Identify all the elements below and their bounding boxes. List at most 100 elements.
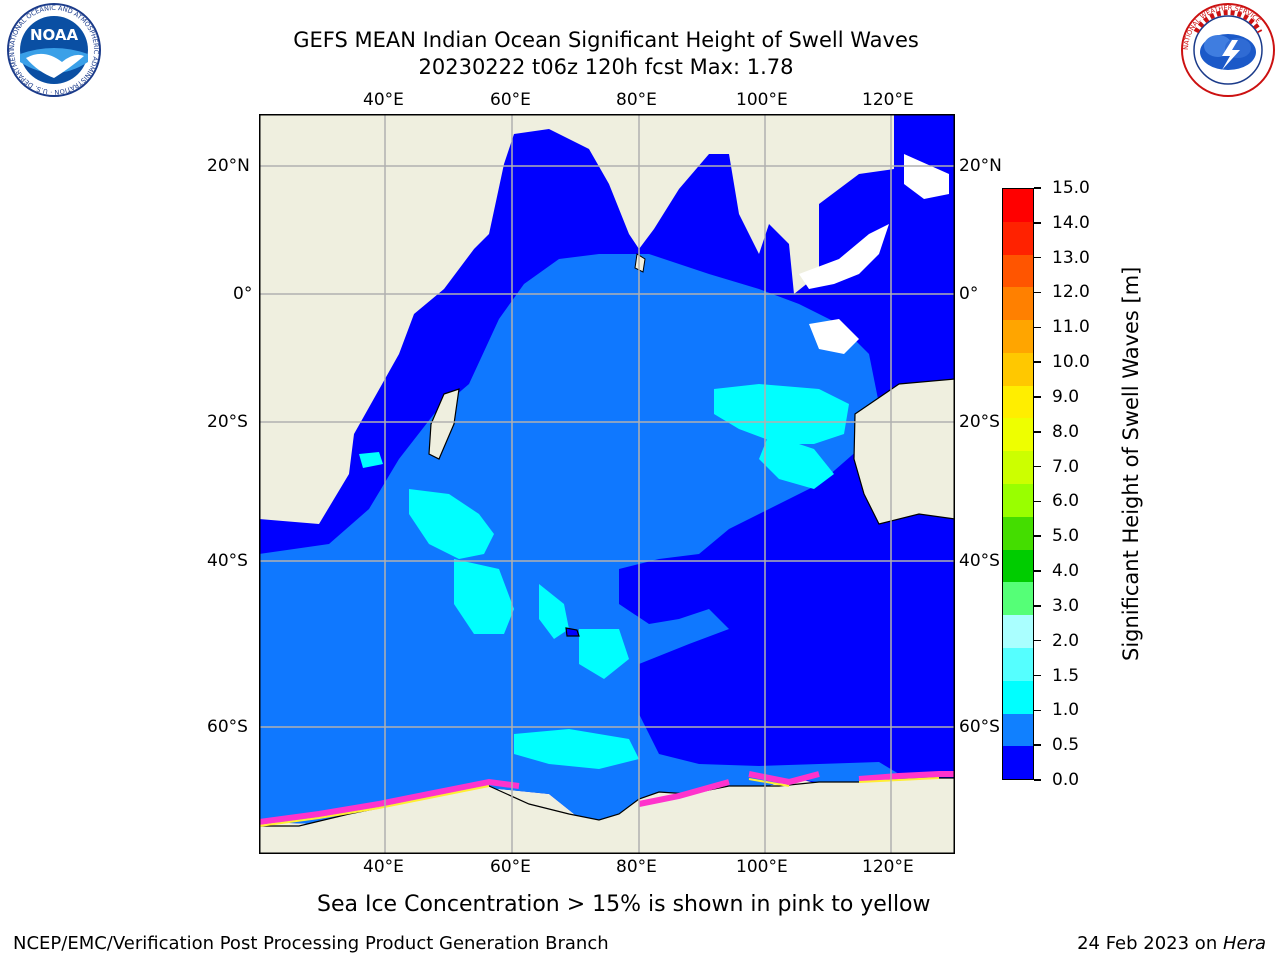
colorbar-tick-label: 8.0	[1052, 421, 1080, 442]
lon-label-bottom: 80°E	[616, 857, 657, 877]
colorbar-tick-mark	[1034, 639, 1041, 642]
colorbar-tick-mark	[1034, 500, 1041, 503]
colorbar-tick-mark	[1034, 535, 1041, 537]
colorbar-band	[1003, 451, 1033, 485]
footer-host: Hera	[1222, 933, 1266, 954]
australia	[853, 378, 955, 525]
map-panel	[259, 114, 955, 854]
lon-label-top: 80°E	[616, 90, 657, 110]
colorbar-band	[1003, 287, 1033, 321]
colorbar-tick-label: 2.0	[1052, 630, 1080, 651]
colorbar-band	[1003, 713, 1033, 747]
lat-label-right: 20°N	[959, 156, 1002, 176]
colorbar-tick-label: 11.0	[1052, 317, 1090, 338]
swell-patch-2	[759, 434, 834, 489]
no-data-region-3	[809, 319, 859, 354]
colorbar-tick-label: 15.0	[1052, 178, 1090, 198]
sea-ice-fringe	[259, 771, 955, 825]
colorbar-tick-mark	[1034, 431, 1041, 433]
colorbar-tick-mark	[1034, 222, 1041, 224]
lat-label-right: 0°	[959, 284, 979, 304]
colorbar-band	[1003, 516, 1033, 550]
colorbar-tick-mark	[1034, 361, 1041, 363]
lat-label-right: 60°S	[959, 717, 1000, 737]
colorbar-tick-mark	[1034, 779, 1041, 781]
colorbar-tick-label: 3.0	[1052, 595, 1080, 616]
colorbar-tick-label: 6.0	[1052, 491, 1080, 512]
colorbar-tick-label: 10.0	[1052, 352, 1090, 373]
colorbar-tick-mark	[1034, 187, 1041, 189]
no-data-region-1	[799, 224, 889, 289]
colorbar-tick-label: 12.0	[1052, 282, 1090, 303]
colorbar-tick-mark	[1034, 465, 1041, 468]
colorbar-tick-label: 13.0	[1052, 247, 1090, 268]
lon-label-top: 60°E	[490, 90, 531, 110]
colorbar-band	[1003, 615, 1033, 648]
colorbar-tick-mark	[1034, 709, 1041, 712]
colorbar-tick-label: 7.0	[1052, 456, 1080, 477]
map-svg	[259, 114, 955, 854]
sri-lanka	[634, 253, 646, 273]
colorbar-tick-mark	[1034, 674, 1041, 677]
colorbar-band	[1003, 582, 1033, 616]
colorbar-tick-mark	[1034, 570, 1041, 572]
colorbar-band	[1003, 352, 1033, 386]
lon-label-bottom: 40°E	[363, 857, 404, 877]
lat-label-left: 60°S	[207, 717, 248, 737]
colorbar-tick-label: 14.0	[1052, 212, 1090, 233]
lon-label-top: 120°E	[862, 90, 914, 110]
colorbar-tick-label: 0.5	[1052, 735, 1080, 756]
colorbar-band	[1003, 680, 1033, 714]
graticule	[259, 114, 955, 854]
footer-date-text: 24 Feb 2023 on	[1077, 933, 1223, 954]
noaa-logo: NOAA NATIONAL OCEANIC AND ATMOSPHERIC AD…	[4, 2, 104, 98]
colorbar-tick-label: 5.0	[1052, 526, 1080, 547]
colorbar-tick-mark	[1034, 605, 1041, 607]
colorbar-band	[1003, 254, 1033, 288]
noaa-logo-text: NOAA	[30, 26, 79, 44]
swell-patch-5	[539, 584, 569, 639]
colorbar-band	[1003, 484, 1033, 517]
lat-label-left: 20°N	[207, 156, 250, 176]
lat-label-right: 20°S	[959, 412, 1000, 432]
lon-label-bottom: 60°E	[490, 857, 531, 877]
colorbar-band	[1003, 418, 1033, 452]
nws-logo: NATIONAL WEATHER SERVICE	[1178, 2, 1278, 98]
lon-label-bottom: 120°E	[862, 857, 914, 877]
colorbar-label: Significant Height of Swell Waves [m]	[1119, 266, 1143, 661]
swell-patch-8	[359, 452, 383, 468]
colorbar-band	[1003, 549, 1033, 583]
colorbar-tick-mark	[1034, 326, 1041, 329]
kerguelen	[565, 627, 580, 637]
colorbar-band	[1003, 221, 1033, 255]
swell-patch-6	[579, 629, 629, 679]
lon-label-top: 100°E	[736, 90, 788, 110]
colorbar-band	[1003, 746, 1033, 780]
lat-label-left: 20°S	[207, 412, 248, 432]
colorbar-tick-label: 9.0	[1052, 386, 1080, 407]
footer-date: 24 Feb 2023 on Hera	[1077, 933, 1266, 955]
lon-label-bottom: 100°E	[736, 857, 788, 877]
swell-patch-7	[514, 729, 639, 769]
madagascar	[428, 388, 460, 460]
colorbar-band	[1003, 320, 1033, 353]
chart-subtitle: 20230222 t06z 120h fcst Max: 1.78	[418, 55, 794, 79]
colorbar-tick-label: 1.5	[1052, 665, 1080, 686]
colorbar-tick-label: 0.0	[1052, 770, 1080, 790]
colorbar-band	[1003, 385, 1033, 419]
sea-ice-note: Sea Ice Concentration > 15% is shown in …	[317, 892, 931, 917]
colorbar-band	[1003, 647, 1033, 681]
footer-credit: NCEP/EMC/Verification Post Processing Pr…	[13, 933, 609, 954]
colorbar-band	[1003, 189, 1033, 222]
map-frame	[259, 114, 955, 854]
colorbar-tick-mark	[1034, 256, 1041, 259]
colorbar-tick-label: 1.0	[1052, 700, 1080, 721]
lat-label-left: 40°S	[207, 551, 248, 571]
colorbar	[1002, 188, 1034, 780]
lat-label-right: 40°S	[959, 551, 1000, 571]
sea-ice-edge	[259, 777, 940, 827]
swell-patch-1	[714, 384, 849, 444]
colorbar-tick-mark	[1034, 396, 1041, 398]
colorbar-tick-label: 4.0	[1052, 561, 1080, 582]
lon-label-top: 40°E	[363, 90, 404, 110]
